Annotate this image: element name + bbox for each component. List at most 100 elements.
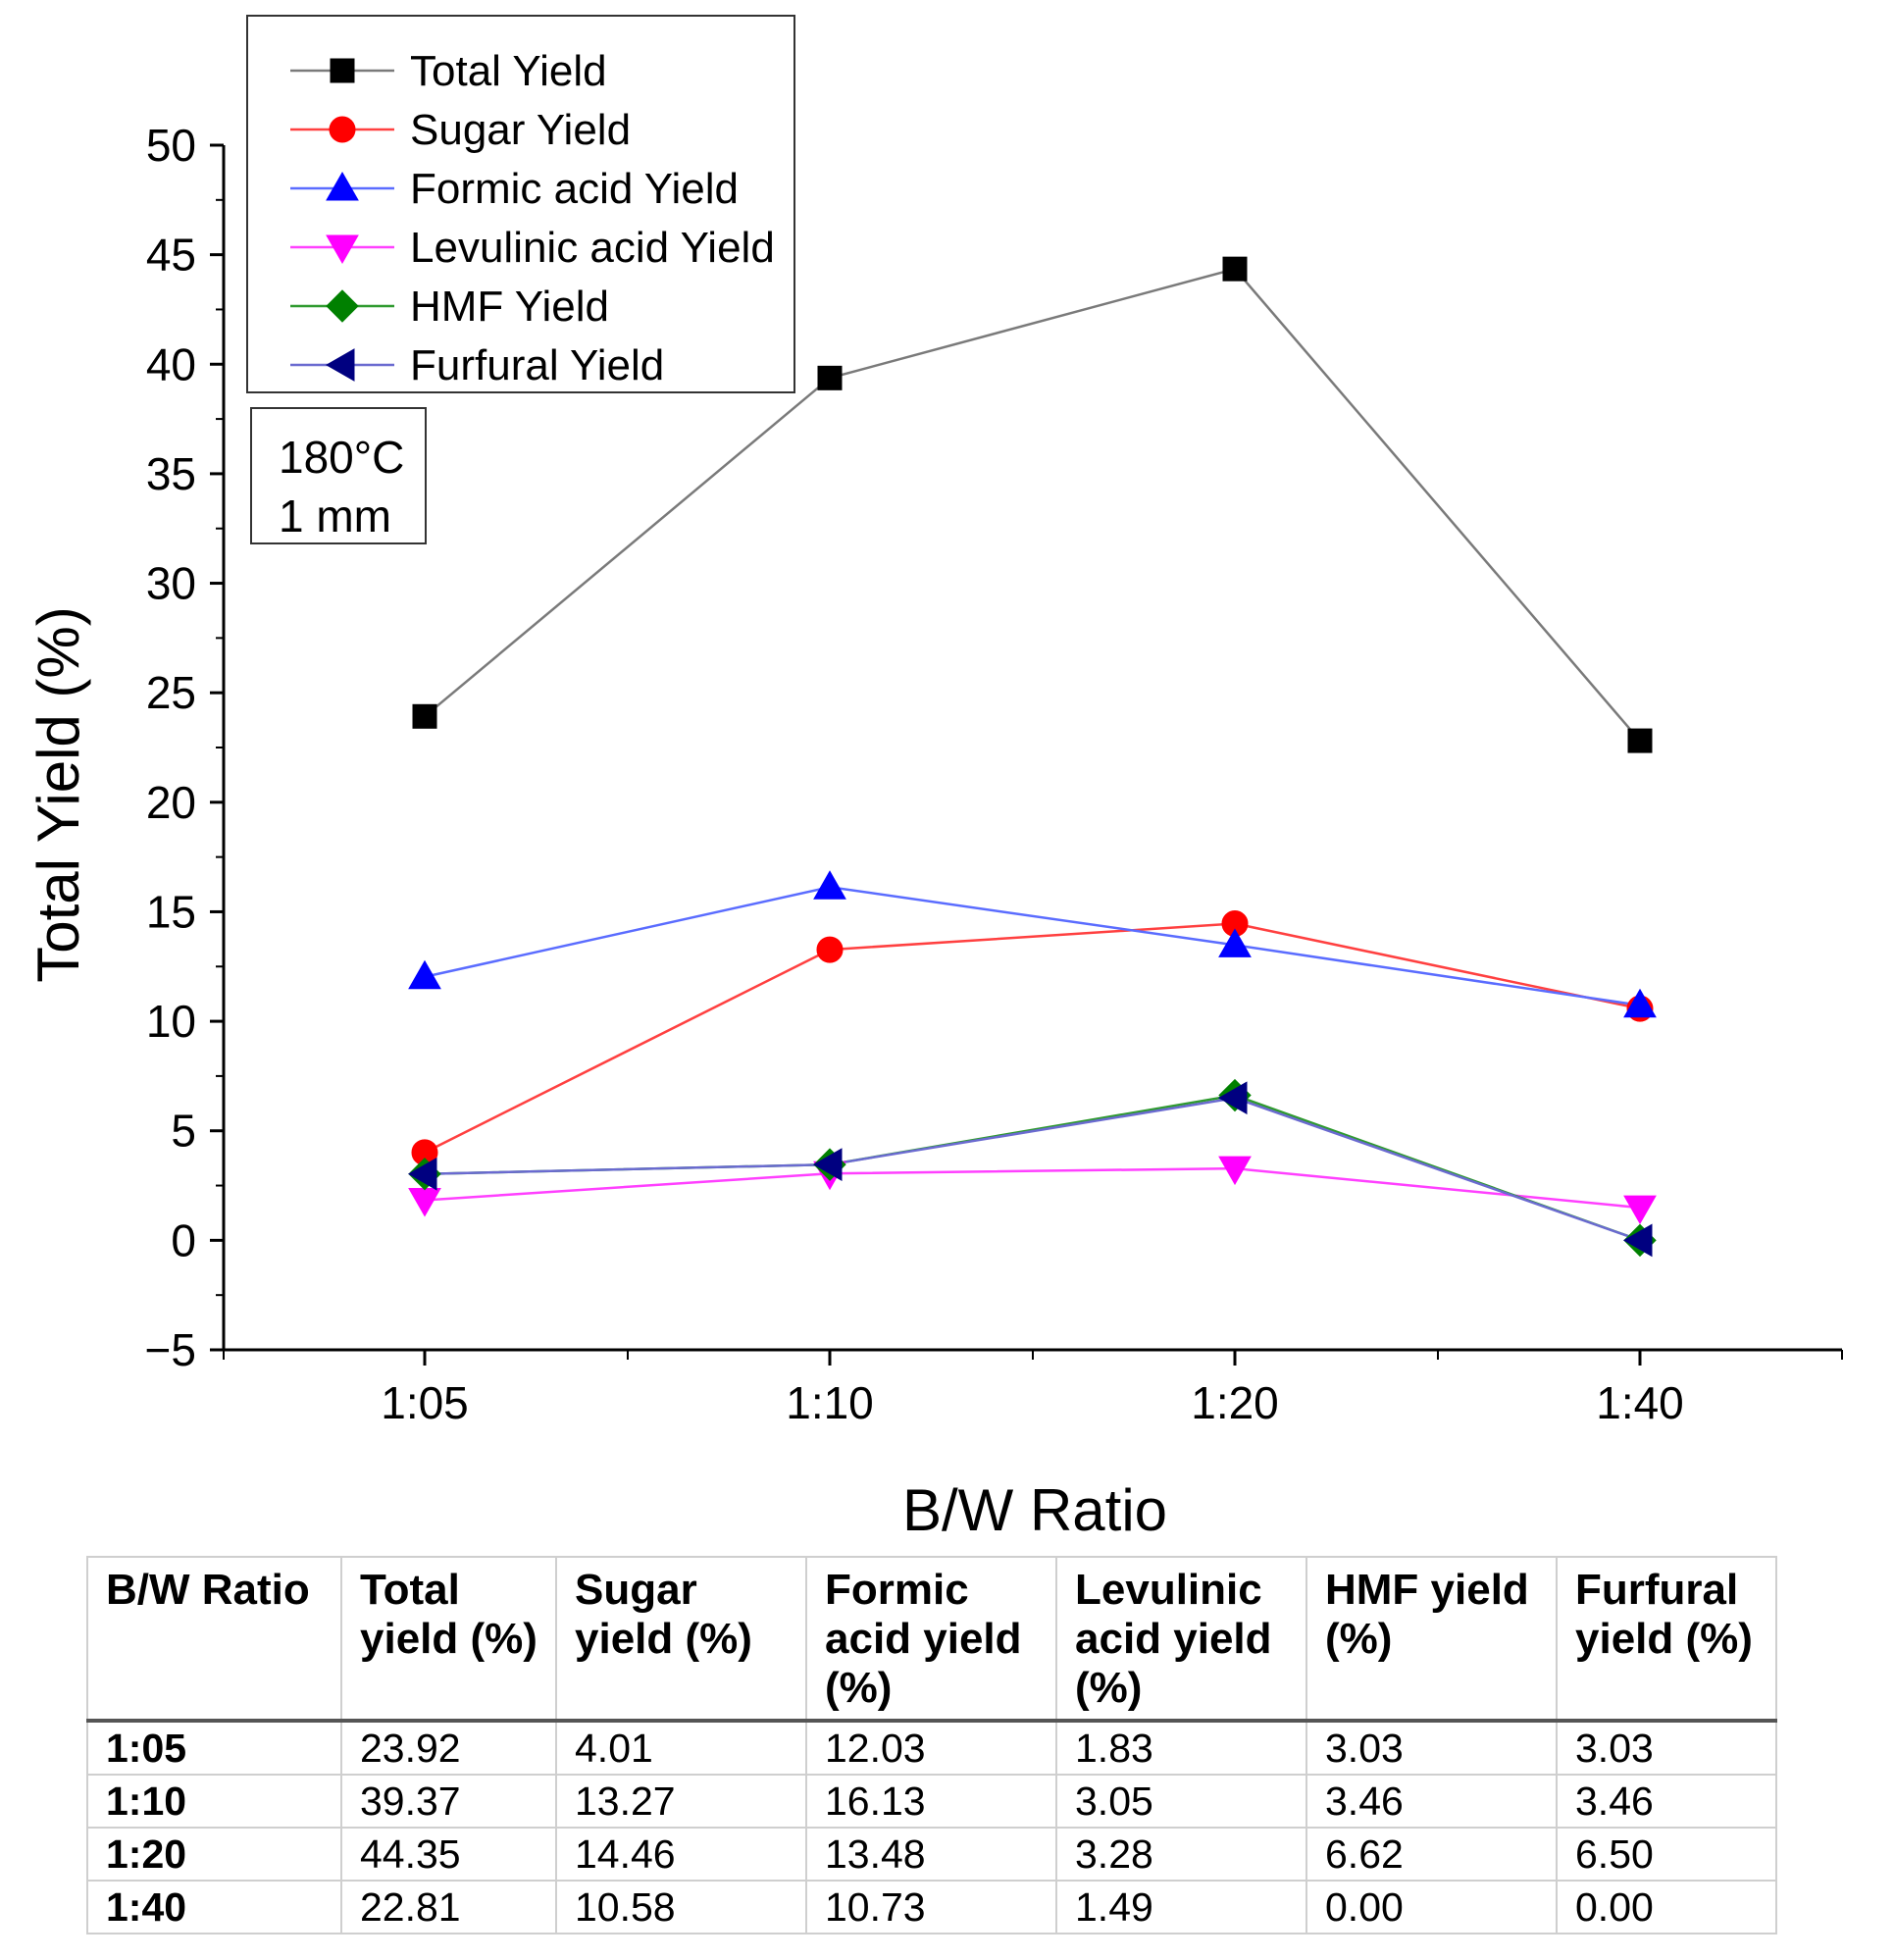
x-tick-label: 1:20 (1191, 1377, 1279, 1428)
data-point-furfural-yield (407, 1157, 437, 1191)
table-row-label: 1:20 (86, 1827, 342, 1882)
table-row: 1:10 39.37 13.27 16.13 3.05 3.46 3.46 (86, 1774, 1777, 1829)
table-cell: 3.46 (1556, 1774, 1777, 1829)
data-point-levulinic-acid-yield (408, 1188, 441, 1217)
series-line-levulinic-acid-yield (424, 1166, 1641, 1210)
yield-line-chart: −5 0 5 10 15 20 25 30 35 40 45 50 1:05 1:10 1:20 1:40 T… (26, 15, 1843, 1543)
data-point-sugar-yield (816, 936, 844, 963)
legend-marker-formic-acid-yield (326, 171, 359, 201)
header-sugar-yield: Sugar yield (%) (555, 1556, 807, 1723)
data-point-total-yield (1222, 256, 1248, 282)
table-row: 1:40 22.81 10.58 10.73 1.49 0.00 0.00 (86, 1880, 1777, 1934)
data-point-total-yield (412, 703, 437, 729)
annotation-box (250, 407, 427, 544)
yield-data-table: B/W Ratio Total yield (%) Sugar yield (%… (86, 1556, 1777, 1934)
y-tick-label: −5 (145, 1324, 196, 1375)
data-point-formic-acid-yield (1623, 988, 1657, 1018)
data-point-levulinic-acid-yield (1623, 1195, 1657, 1225)
x-tick-label: 1:10 (786, 1377, 874, 1428)
legend-marker-sugar-yield (329, 116, 356, 143)
legend-marker-total-yield (330, 58, 355, 83)
legend-label-formic-acid-yield: Formic acid Yield (410, 165, 739, 213)
legend-marker-levulinic-acid-yield (326, 234, 359, 265)
legend-label-sugar-yield: Sugar Yield (410, 106, 631, 154)
legend-label-furfural-yield: Furfural Yield (410, 341, 664, 389)
legend-label-hmf-yield: HMF Yield (410, 283, 609, 331)
table-cell: 0.00 (1556, 1880, 1777, 1934)
header-total-yield: Total yield (%) (340, 1556, 557, 1723)
y-tick-label: 15 (146, 886, 196, 937)
table-cell: 6.62 (1305, 1827, 1558, 1882)
table-cell: 4.01 (555, 1720, 807, 1776)
condition-annotation: 180°C 1 mm (250, 407, 427, 544)
series-lines (424, 267, 1641, 1242)
table-cell: 10.58 (555, 1880, 807, 1934)
header-hmf-yield: HMF yield (%) (1305, 1556, 1558, 1723)
table-cell: 39.37 (340, 1774, 557, 1829)
table-cell: 0.00 (1305, 1880, 1558, 1934)
y-tick-label: 40 (146, 338, 196, 389)
data-point-formic-acid-yield (813, 870, 846, 900)
table-cell: 1.83 (1055, 1720, 1307, 1776)
table-cell: 44.35 (340, 1827, 557, 1882)
y-tick-label: 35 (146, 448, 196, 499)
data-point-total-yield (1627, 728, 1653, 753)
header-formic-acid-yield: Formic acid yield (%) (805, 1556, 1057, 1723)
table-row-label: 1:10 (86, 1774, 342, 1829)
legend-label-levulinic-acid-yield: Levulinic acid Yield (410, 224, 775, 272)
data-point-furfural-yield (1217, 1081, 1248, 1115)
table-cell: 6.50 (1556, 1827, 1777, 1882)
y-tick-label: 25 (146, 667, 196, 718)
series-markers (407, 256, 1657, 1258)
legend-marker-hmf-yield (326, 289, 359, 323)
data-point-levulinic-acid-yield (1218, 1156, 1252, 1186)
table-row-label: 1:05 (86, 1720, 342, 1776)
table-row-label: 1:40 (86, 1880, 342, 1934)
data-point-formic-acid-yield (1218, 928, 1252, 957)
table-cell: 16.13 (805, 1774, 1057, 1829)
header-furfural-yield: Furfural yield (%) (1556, 1556, 1777, 1723)
header-bw-ratio: B/W Ratio (86, 1556, 342, 1723)
table-cell: 22.81 (340, 1880, 557, 1934)
x-tick-label: 1:05 (381, 1377, 469, 1428)
y-tick-label: 5 (171, 1106, 196, 1157)
series-line-hmf-yield (424, 1094, 1641, 1242)
series-line-total-yield (424, 267, 1641, 742)
annotation-temperature: 180°C (279, 432, 404, 483)
header-levulinic-acid-yield: Levulinic acid yield (%) (1055, 1556, 1307, 1723)
annotation-thickness: 1 mm (279, 490, 391, 542)
legend-marker-furfural-yield (325, 348, 355, 382)
axes: −5 0 5 10 15 20 25 30 35 40 45 50 1:05 1:10 1:20 1:40 (145, 120, 1843, 1428)
table-cell: 13.27 (555, 1774, 807, 1829)
table-row: 1:05 23.92 4.01 12.03 1.83 3.03 3.03 (86, 1720, 1777, 1776)
legend-label-total-yield: Total Yield (410, 47, 607, 95)
table-cell: 3.46 (1305, 1774, 1558, 1829)
table-cell: 14.46 (555, 1827, 807, 1882)
table-cell: 3.03 (1556, 1720, 1777, 1776)
y-tick-label: 20 (146, 777, 196, 828)
table-cell: 13.48 (805, 1827, 1057, 1882)
table-row: 1:20 44.35 14.46 13.48 3.28 6.62 6.50 (86, 1827, 1777, 1882)
data-point-total-yield (817, 365, 843, 390)
series-line-formic-acid-yield (424, 885, 1641, 1007)
table-cell: 12.03 (805, 1720, 1057, 1776)
table-cell: 10.73 (805, 1880, 1057, 1934)
table-cell: 23.92 (340, 1720, 557, 1776)
data-point-furfural-yield (1622, 1223, 1653, 1258)
x-axis-label: B/W Ratio (902, 1477, 1167, 1543)
table-cell: 1.49 (1055, 1880, 1307, 1934)
table-body: 1:05 23.92 4.01 12.03 1.83 3.03 3.03 1:10 39.37 1… (86, 1720, 1777, 1934)
y-tick-label: 10 (146, 996, 196, 1047)
legend: Total Yield Sugar Yield Formic acid Yield L… (246, 15, 795, 393)
table-cell: 3.03 (1305, 1720, 1558, 1776)
table-header-row: B/W Ratio Total yield (%) Sugar yield (%… (86, 1556, 1777, 1723)
y-axis-label: Total Yield (%) (26, 606, 91, 983)
y-tick-label: 30 (146, 558, 196, 609)
x-tick-label: 1:40 (1596, 1377, 1684, 1428)
data-point-furfural-yield (812, 1148, 843, 1181)
y-tick-label: 50 (146, 120, 196, 171)
series-line-furfural-yield (424, 1096, 1641, 1242)
y-tick-label: 0 (171, 1214, 196, 1265)
table-cell: 3.05 (1055, 1774, 1307, 1829)
series-line-sugar-yield (424, 922, 1641, 1154)
